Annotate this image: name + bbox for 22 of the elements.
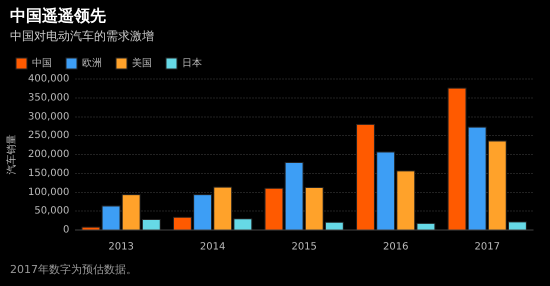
y-tick-label: 350,000 <box>28 92 70 104</box>
legend-label: 美国 <box>132 57 152 70</box>
text: 2017年数字为预估数据。 <box>10 262 137 277</box>
y-tick-label: 400,000 <box>28 74 70 85</box>
y-tick-label: 250,000 <box>28 130 70 142</box>
chart-subtitle: 中国对电动汽车的需求激增 <box>10 28 154 45</box>
legend-label: 日本 <box>182 57 202 70</box>
y-tick-label: 0 <box>62 224 70 236</box>
x-tick-label: 2014 <box>200 242 226 253</box>
y-tick-label: 50,000 <box>34 206 70 217</box>
y-axis-title: 汽车销量 <box>6 134 18 174</box>
legend-label: 中国 <box>32 57 52 70</box>
x-tick-label: 2013 <box>108 242 134 253</box>
y-tick-label: 150,000 <box>28 168 70 179</box>
x-tick-label: 2016 <box>382 242 408 253</box>
x-tick-label: 2015 <box>291 242 317 253</box>
y-tick-label: 300,000 <box>28 111 70 122</box>
legend-label: 欧洲 <box>82 57 102 70</box>
x-tick-label: 2017 <box>474 242 500 253</box>
y-tick-label: 200,000 <box>28 149 70 160</box>
y-tick-label: 100,000 <box>28 186 70 198</box>
chart-title: 中国遥遥领先 <box>10 6 106 27</box>
